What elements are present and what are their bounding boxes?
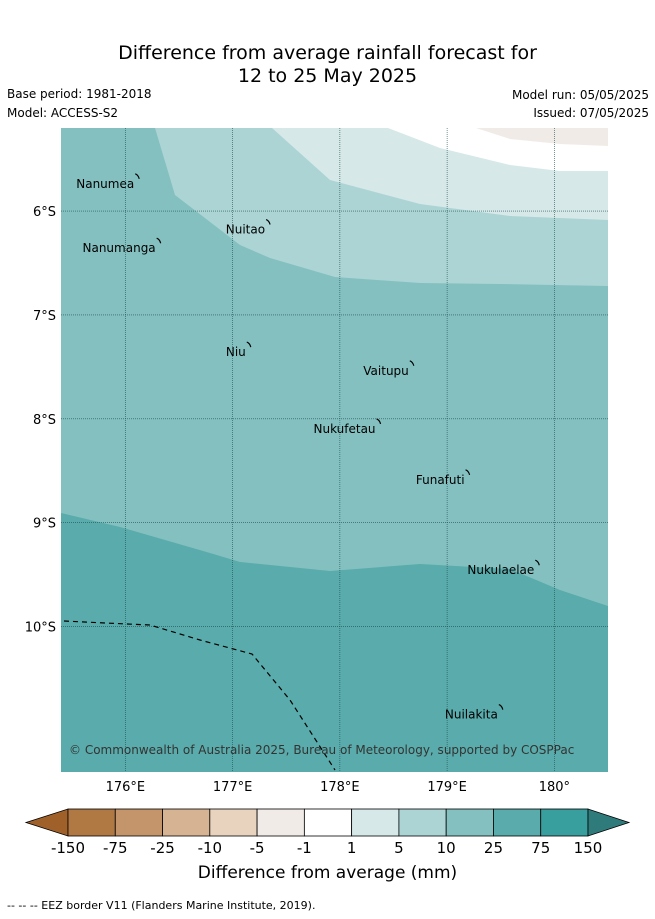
colorbar-tick-label: -5 bbox=[250, 839, 265, 857]
lat-tick-label: 7°S bbox=[33, 309, 56, 324]
island-label: Nukulaelae bbox=[467, 563, 534, 577]
colorbar-tick-label: 5 bbox=[394, 839, 404, 857]
island-shape bbox=[498, 704, 504, 710]
island-shape bbox=[376, 418, 382, 425]
lat-tick-label: 9°S bbox=[33, 517, 56, 532]
island-shape bbox=[265, 218, 271, 225]
colorbar-swatch bbox=[398, 808, 447, 837]
colorbar-tick-label: 10 bbox=[437, 839, 456, 857]
lon-tick-label: 176°E bbox=[106, 780, 146, 795]
field-25-75 bbox=[61, 513, 608, 772]
title-line-2: 12 to 25 May 2025 bbox=[237, 65, 418, 87]
island-shape bbox=[246, 341, 252, 348]
colorbar-tick-label: -75 bbox=[103, 839, 128, 857]
island-labels: Nanumea Nuitao Nanumanga Niu Vaitupu Nukufeta… bbox=[76, 173, 540, 722]
island-shape bbox=[409, 360, 415, 366]
lat-tick-label: 6°S bbox=[33, 205, 56, 220]
lon-tick-label: 179°E bbox=[427, 780, 467, 795]
colorbar-title: Difference from average (mm) bbox=[197, 863, 458, 883]
colorbar: -150 -75 -25 -10 -5 -1 1 5 10 25 75 150 bbox=[24, 808, 631, 857]
island-label: Nuilakita bbox=[445, 708, 498, 722]
island-label: Nanumanga bbox=[83, 241, 156, 255]
colorbar-swatch bbox=[351, 808, 400, 837]
eez-legend-note: -- -- -- EEZ border V11 (Flanders Marine… bbox=[7, 899, 316, 912]
colorbar-tick-label: 150 bbox=[574, 839, 603, 857]
colorbar-tick-label: -25 bbox=[150, 839, 175, 857]
island-shape bbox=[535, 559, 540, 566]
island-shape bbox=[156, 237, 162, 244]
colorbar-tick-label: -150 bbox=[51, 839, 85, 857]
graticule bbox=[61, 128, 608, 772]
colorbar-swatch bbox=[256, 808, 305, 837]
lon-tick-label: 178°E bbox=[320, 780, 360, 795]
lat-tick-label: 10°S bbox=[25, 621, 56, 636]
colorbar-swatch bbox=[209, 808, 258, 837]
island-shape bbox=[135, 173, 140, 179]
colorbar-tick-label: -1 bbox=[297, 839, 312, 857]
model-run: Model run: 05/05/2025 bbox=[511, 88, 649, 102]
colorbar-swatch bbox=[114, 808, 163, 837]
island-label: Funafuti bbox=[416, 473, 465, 487]
island-label: Nukufetau bbox=[314, 422, 376, 436]
base-period: Base period: 1981-2018 bbox=[7, 87, 152, 101]
colorbar-swatch bbox=[67, 808, 116, 837]
colorbar-low-extension bbox=[24, 808, 69, 837]
colorbar-tick-label: 1 bbox=[347, 839, 357, 857]
island-label: Niu bbox=[226, 345, 246, 359]
contour-fields bbox=[61, 128, 608, 772]
island-label: Nanumea bbox=[76, 177, 134, 191]
island-shape bbox=[465, 469, 471, 476]
issued-date: Issued: 07/05/2025 bbox=[533, 106, 649, 120]
copyright-notice: © Commonwealth of Australia 2025, Bureau… bbox=[69, 743, 574, 757]
colorbar-swatch bbox=[303, 808, 353, 837]
colorbar-swatch bbox=[445, 808, 494, 837]
lat-tick-label: 8°S bbox=[33, 413, 56, 428]
field-minus5-minus1 bbox=[476, 128, 608, 146]
colorbar-tick-label: -10 bbox=[198, 839, 223, 857]
colorbar-swatch bbox=[162, 808, 211, 837]
lon-tick-label: 177°E bbox=[213, 780, 253, 795]
model-name: Model: ACCESS-S2 bbox=[7, 106, 119, 120]
colorbar-tick-label: 75 bbox=[531, 839, 550, 857]
chart-title: Difference from average rainfall forecas… bbox=[0, 42, 655, 88]
lon-tick-label: 180° bbox=[539, 780, 570, 795]
colorbar-tick-label: 25 bbox=[484, 839, 503, 857]
longitude-ticks: 176°E 177°E 178°E 179°E 180° bbox=[106, 780, 570, 795]
eez-border bbox=[63, 620, 336, 771]
colorbar-high-extension bbox=[587, 808, 631, 837]
island-label: Vaitupu bbox=[363, 364, 409, 378]
title-line-1: Difference from average rainfall forecas… bbox=[118, 42, 537, 64]
island-label: Nuitao bbox=[226, 223, 265, 237]
colorbar-swatch bbox=[493, 808, 542, 837]
colorbar-swatch bbox=[540, 808, 589, 837]
latitude-ticks: 6°S 7°S 8°S 9°S 10°S bbox=[25, 205, 56, 635]
